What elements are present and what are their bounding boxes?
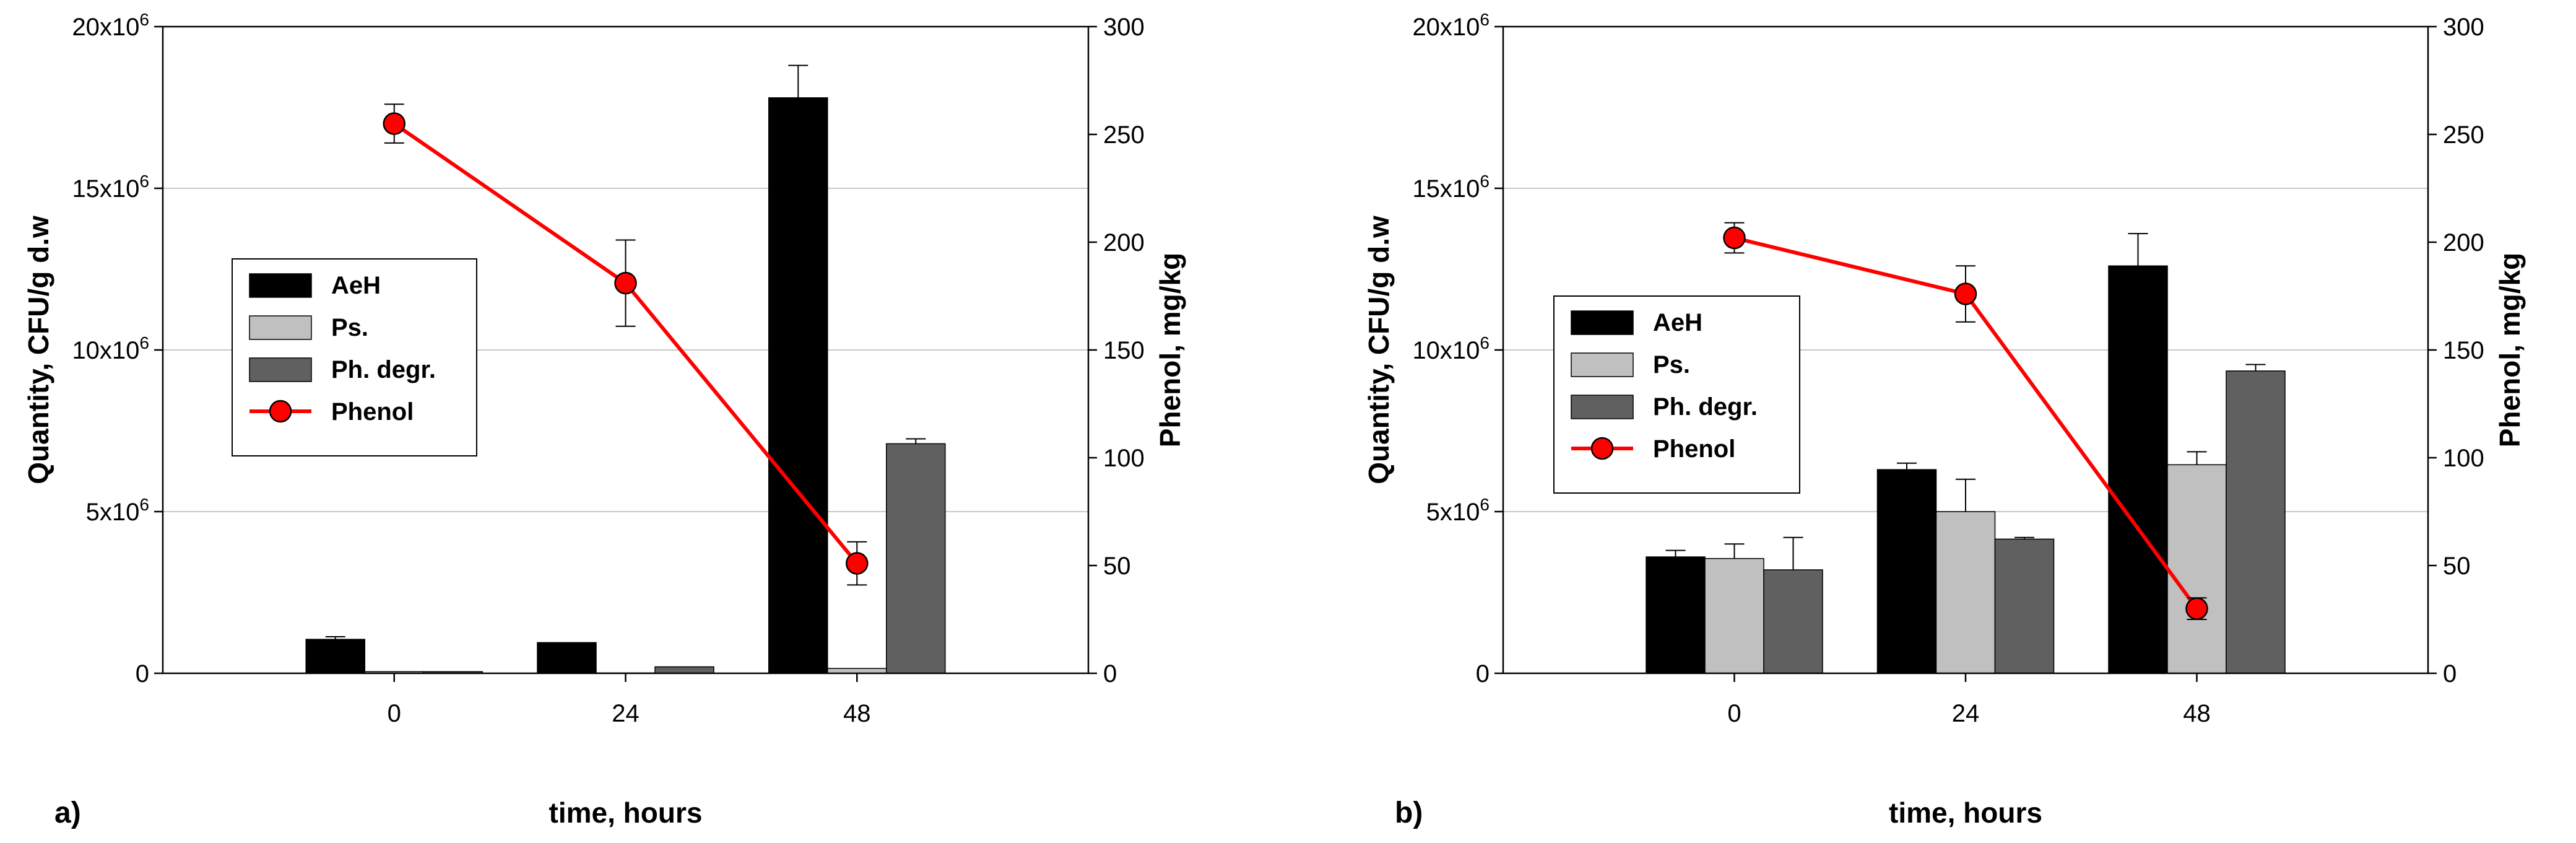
left-tick-label: 0 — [1476, 660, 1490, 688]
phenol-point-24 — [614, 271, 637, 295]
legend-label: Phenol — [1653, 435, 1735, 463]
y-axis-label-right: Phenol, mg/kg — [1154, 253, 1186, 447]
x-tick-label: 48 — [843, 700, 871, 727]
legend-swatch — [249, 273, 312, 298]
x-tick-label: 0 — [388, 700, 401, 727]
bar-ps-48 — [2167, 464, 2227, 674]
y-axis-label-right: Phenol, mg/kg — [2494, 253, 2526, 447]
phenol-point-48 — [846, 552, 869, 575]
right-tick-label: 100 — [1103, 445, 1145, 472]
left-tick-label: 15x106 — [72, 172, 149, 203]
right-tick-label: 250 — [2443, 121, 2484, 149]
bar-phdegr-0 — [1763, 569, 1823, 674]
bar-aeh-0 — [1646, 556, 1706, 674]
bar-phdegr-24 — [654, 666, 714, 674]
legend-swatch — [1571, 352, 1634, 377]
legend-label: AeH — [331, 272, 381, 299]
left-tick-label: 20x106 — [1412, 10, 1490, 41]
bar-phdegr-48 — [2226, 370, 2286, 674]
legend-marker — [1590, 437, 1614, 460]
left-tick-label: 10x106 — [1412, 333, 1490, 364]
bar-aeh-24 — [1876, 469, 1937, 674]
y-axis-label-left: Quantity, CFU/g d.w — [1363, 216, 1395, 484]
right-tick-label: 50 — [1103, 553, 1131, 580]
chart-panel-2: 0 5x106 10x106 15x106 20x106 0 50 100 150 200 250 3… — [1363, 10, 2526, 829]
phenol-point-0 — [383, 112, 405, 135]
bar-phdegr-48 — [886, 443, 946, 674]
right-tick-label: 100 — [2443, 445, 2484, 472]
right-tick-label: 0 — [1103, 660, 1117, 688]
legend-label: Ph. degr. — [331, 356, 436, 383]
bar-phdegr-24 — [1994, 538, 2055, 674]
panel-label: a) — [54, 797, 81, 829]
legend-label: Phenol — [331, 398, 414, 426]
x-tick-label: 0 — [1727, 700, 1741, 727]
phenol-point-24 — [1954, 282, 1977, 305]
legend-marker — [269, 400, 292, 423]
bar-ps-24 — [1935, 511, 1996, 674]
right-tick-label: 200 — [1103, 229, 1145, 256]
left-tick-label: 10x106 — [72, 333, 149, 364]
x-axis-label: time, hours — [1889, 797, 2042, 829]
phenol-point-48 — [2185, 597, 2208, 620]
x-tick-label: 24 — [1952, 700, 1980, 727]
bar-aeh-48 — [2108, 265, 2168, 674]
legend: AeH Ps. Ph. degr. Phenol — [1553, 295, 1800, 494]
chart-panel-1: 0 5x106 10x106 15x106 20x106 0 50 100 150 200 250 3… — [22, 10, 1186, 829]
panel-label: b) — [1395, 797, 1423, 829]
right-tick-label: 250 — [1103, 121, 1145, 149]
legend: AeH Ps. Ph. degr. Phenol — [232, 258, 477, 456]
right-tick-label: 50 — [2443, 553, 2471, 580]
bar-ps-0 — [1704, 557, 1764, 674]
left-tick-label: 5x106 — [86, 495, 149, 526]
right-tick-label: 150 — [1103, 337, 1145, 364]
legend-label: Ph. degr. — [1653, 393, 1758, 421]
left-tick-label: 20x106 — [72, 10, 149, 41]
left-tick-label: 15x106 — [1412, 172, 1490, 203]
legend-swatch — [249, 357, 312, 382]
right-tick-label: 200 — [2443, 229, 2484, 256]
right-tick-label: 300 — [1103, 14, 1145, 41]
y-axis-label-left: Quantity, CFU/g d.w — [22, 216, 54, 484]
right-tick-label: 300 — [2443, 14, 2484, 41]
legend-label: Ps. — [1653, 351, 1690, 378]
legend-swatch — [1571, 395, 1634, 419]
left-tick-label: 0 — [136, 660, 149, 688]
right-tick-label: 150 — [2443, 337, 2484, 364]
left-tick-label: 5x106 — [1426, 495, 1490, 526]
bar-aeh-24 — [537, 642, 597, 674]
x-axis-label: time, hours — [549, 797, 703, 829]
x-tick-label: 24 — [612, 700, 640, 727]
x-tick-label: 48 — [2183, 700, 2211, 727]
bar-aeh-48 — [768, 97, 828, 674]
right-tick-label: 0 — [2443, 660, 2457, 688]
legend-label: AeH — [1653, 309, 1702, 336]
legend-swatch — [1571, 310, 1634, 335]
legend-label: Ps. — [331, 314, 368, 341]
legend-swatch — [249, 315, 312, 340]
phenol-point-0 — [1723, 226, 1746, 250]
bar-aeh-0 — [305, 639, 365, 674]
